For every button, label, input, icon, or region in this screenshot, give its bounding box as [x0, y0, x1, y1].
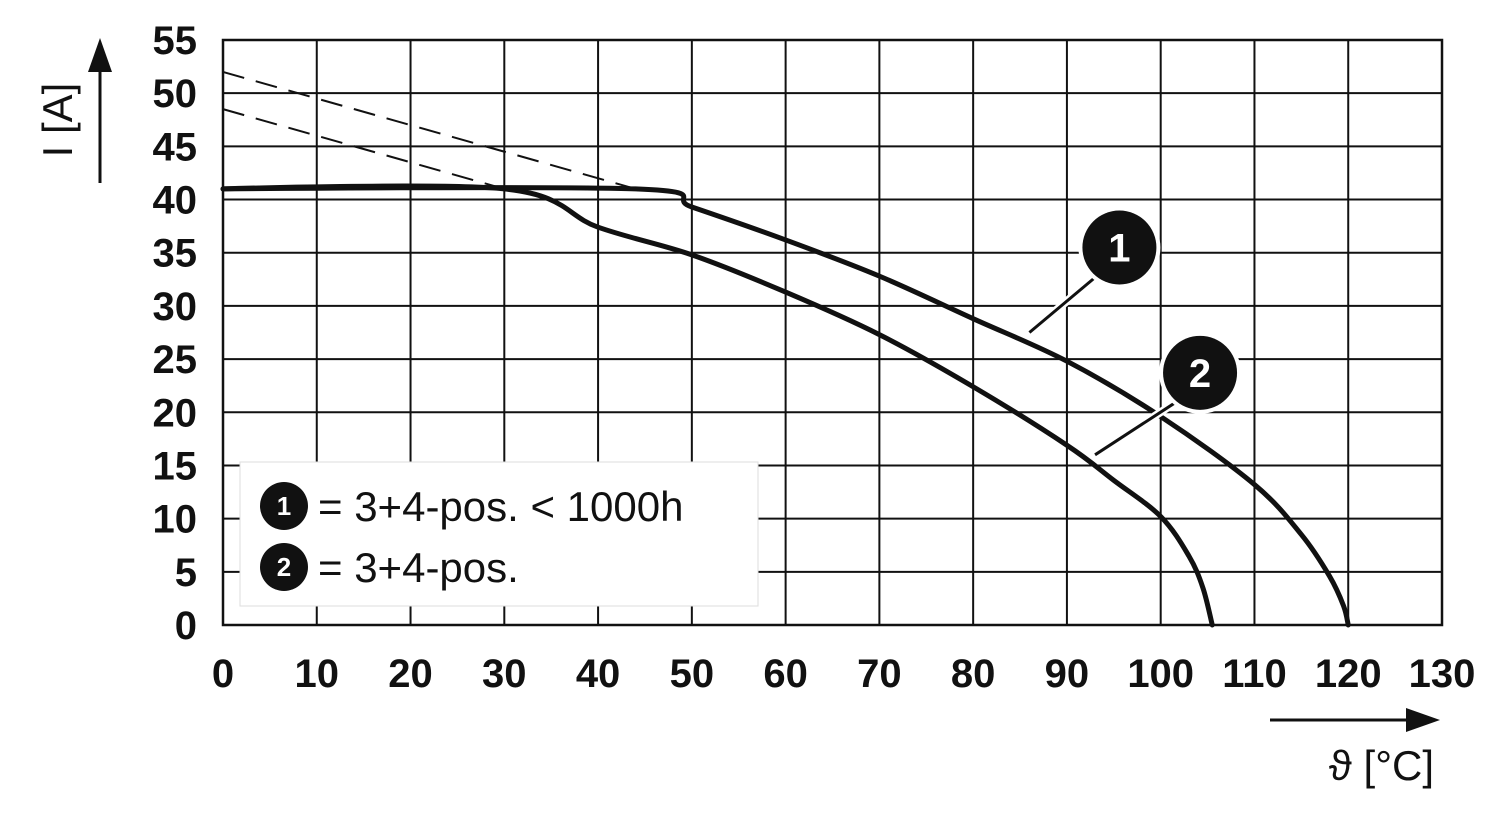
legend-entry-text: = 3+4-pos. < 1000h — [318, 483, 683, 530]
legend-box — [239, 461, 759, 607]
series-markers: 12 — [1026, 206, 1242, 459]
x-tick-label: 130 — [1409, 652, 1476, 696]
marker-2-label: 2 — [1189, 352, 1211, 396]
plot-frame — [221, 38, 1444, 627]
series-1-dashed-extension — [222, 70, 636, 190]
y-tick-label: 35 — [153, 232, 198, 276]
legend: 1 = 3+4-pos. < 1000h 2 = 3+4-pos. — [239, 461, 759, 607]
series-1-line — [220, 185, 1351, 628]
series-2-dashed-extension — [222, 108, 505, 190]
x-axis-title: ϑ [°C] — [1329, 742, 1434, 789]
x-tick-label: 80 — [951, 652, 996, 696]
marker-1-label: 1 — [1108, 227, 1130, 271]
marker-1-badge — [1082, 210, 1157, 285]
legend-marker-2 — [260, 543, 308, 591]
series-2-line — [220, 183, 1215, 628]
x-axis-arrowhead — [1406, 708, 1440, 732]
tick-labels: 0 10 20 30 40 50 60 70 80 90 100 110 120 130051015202… — [153, 19, 1476, 696]
series-lines — [220, 70, 1351, 628]
x-tick-label: 110 — [1222, 652, 1287, 696]
y-tick-label: 40 — [153, 179, 198, 223]
y-tick-label: 15 — [153, 444, 198, 488]
y-axis-arrowhead — [88, 38, 112, 72]
y-tick-label: 55 — [153, 19, 198, 63]
y-tick-label: 10 — [153, 498, 198, 542]
x-tick-label: 100 — [1127, 652, 1194, 696]
x-tick-label: 20 — [388, 652, 433, 696]
axes: I [A] ϑ [°C] — [34, 38, 1440, 789]
x-tick-label: 70 — [857, 652, 902, 696]
legend-marker-label: 2 — [277, 552, 291, 582]
y-tick-label: 20 — [153, 391, 198, 435]
y-tick-label: 30 — [153, 285, 198, 329]
y-axis-title: I [A] — [34, 83, 81, 158]
x-tick-label: 50 — [670, 652, 715, 696]
x-tick-label: 90 — [1045, 652, 1090, 696]
marker-2-badge — [1163, 335, 1238, 410]
x-tick-label: 30 — [482, 652, 527, 696]
y-tick-label: 45 — [153, 125, 198, 169]
grid — [221, 38, 1444, 627]
x-tick-label: 60 — [763, 652, 808, 696]
y-tick-label: 0 — [175, 604, 197, 648]
legend-marker-label: 1 — [277, 491, 291, 521]
legend-entry-text: = 3+4-pos. — [318, 544, 519, 591]
legend-marker-1 — [260, 482, 308, 530]
x-tick-label: 40 — [576, 652, 621, 696]
marker-2-leader — [1094, 399, 1179, 457]
y-tick-label: 50 — [153, 72, 198, 116]
marker-1-leader — [1028, 274, 1099, 334]
x-tick-label: 10 — [295, 652, 340, 696]
x-tick-label: 120 — [1315, 652, 1382, 696]
x-tick-label: 0 — [212, 652, 234, 696]
y-tick-label: 5 — [175, 551, 197, 595]
y-tick-label: 25 — [153, 338, 198, 382]
